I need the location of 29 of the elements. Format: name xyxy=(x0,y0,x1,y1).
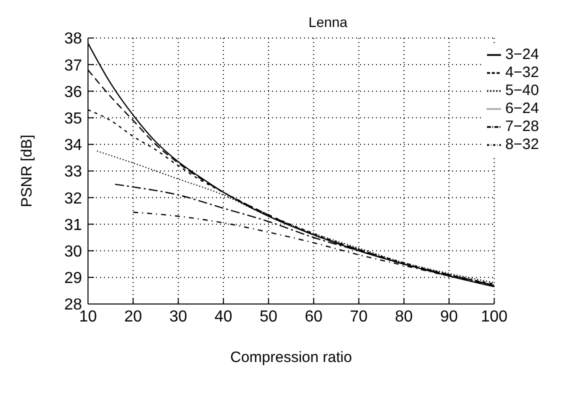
x-tick-label: 100 xyxy=(480,308,508,326)
y-tick-label: 34 xyxy=(64,137,82,154)
x-tick-label: 60 xyxy=(304,308,323,326)
chart-title: Lenna xyxy=(308,14,348,30)
x-tick-label: 70 xyxy=(350,308,368,326)
x-tick-label: 90 xyxy=(440,308,458,326)
x-tick-label: 20 xyxy=(124,308,142,326)
y-axis-title: PSNR [dB] xyxy=(18,134,36,208)
y-tick-label: 32 xyxy=(64,190,82,208)
x-tick-label: 80 xyxy=(395,308,413,326)
y-tick-label: 37 xyxy=(64,57,82,74)
x-tick-label: 40 xyxy=(214,308,232,326)
y-tick-label: 35 xyxy=(64,110,82,128)
legend-label: 8−32 xyxy=(505,136,539,153)
x-tick-label: 30 xyxy=(169,308,188,326)
legend-label: 3−24 xyxy=(505,46,539,63)
legend-label: 6−24 xyxy=(505,100,539,117)
y-tick-label: 36 xyxy=(64,84,82,101)
x-tick-label: 10 xyxy=(79,308,97,326)
y-tick-label: 31 xyxy=(64,216,82,234)
legend-label: 5−40 xyxy=(505,82,539,99)
legend-label: 7−28 xyxy=(505,118,539,135)
x-axis-title: Compression ratio xyxy=(230,349,352,366)
y-tick-label: 29 xyxy=(64,270,82,288)
legend-label: 4−32 xyxy=(505,64,539,81)
y-tick-label: 33 xyxy=(64,164,82,181)
y-tick-label: 38 xyxy=(64,30,82,48)
y-tick-label: 30 xyxy=(64,243,82,260)
x-tick-label: 50 xyxy=(260,308,278,326)
